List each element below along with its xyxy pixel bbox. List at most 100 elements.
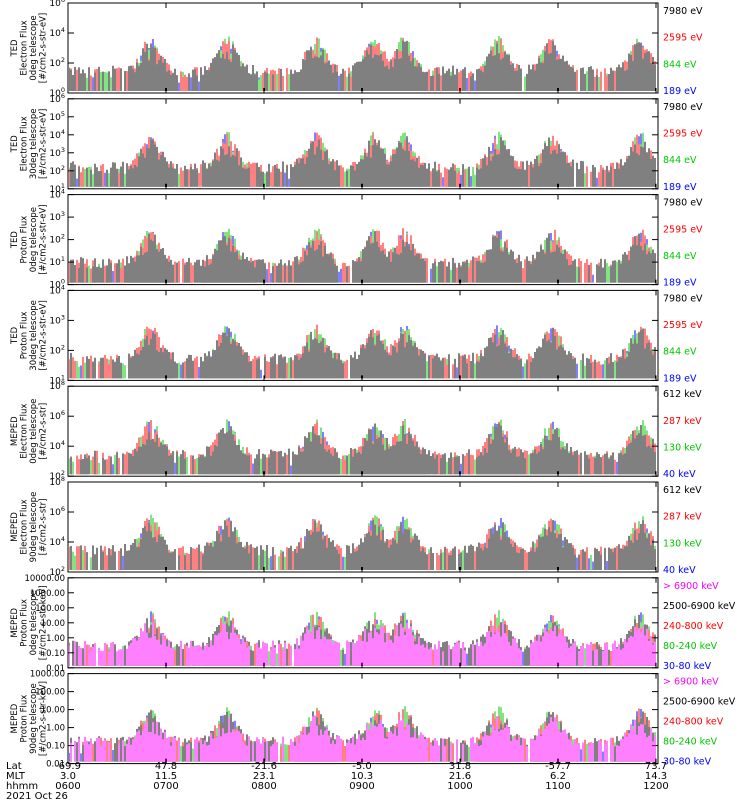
y-axis-title-line: [#/cm2-s-str-eV] xyxy=(38,13,48,83)
legend-entry: 844 eV xyxy=(663,347,697,358)
legend-entry: 7980 eV xyxy=(663,293,703,304)
mlt-tick-label: 21.6 xyxy=(449,771,471,782)
legend-entry: 240-800 keV xyxy=(663,717,724,728)
y-tick-label: 104 xyxy=(49,283,65,296)
mlt-tick-label: 3.0 xyxy=(60,771,76,782)
y-tick-label: 104 xyxy=(49,439,65,452)
y-axis-title: TED Proton Flux 30deg telescope [#/cm2-s-st… xyxy=(10,300,49,371)
lat-tick-label: 31.8 xyxy=(449,761,471,772)
mlt-tick-label: 6.2 xyxy=(550,771,566,782)
panel-traces xyxy=(69,228,656,283)
lat-row-label: Lat xyxy=(6,761,22,772)
panel-7: 0.010.101.0010.00100.001000.0010000.00ME… xyxy=(10,574,736,674)
lat-tick-label: -5.0 xyxy=(352,761,372,772)
y-tick-label: 100.00 xyxy=(35,688,65,698)
y-tick-label: 0.01 xyxy=(46,664,65,674)
y-axis-title-line: TED xyxy=(10,135,20,154)
legend-entry: 2500-6900 keV xyxy=(663,697,736,708)
y-tick-label: 102 xyxy=(49,56,65,69)
y-tick-label: 106 xyxy=(49,505,65,518)
series-trace-4 xyxy=(70,231,656,283)
panel-frame xyxy=(67,2,659,94)
hhmm-tick-label: 1100 xyxy=(545,781,570,792)
y-axis-title-line: 0deg telescope xyxy=(29,399,39,464)
y-tick-label: 103 xyxy=(49,146,65,159)
legend-entry: 30-80 keV xyxy=(663,757,712,768)
hhmm-tick-label: 1000 xyxy=(447,781,472,792)
legend-entry: 189 eV xyxy=(663,373,697,384)
lat-tick-label: -69.9 xyxy=(55,761,81,772)
y-tick-label: 105 xyxy=(49,110,65,123)
legend-entry: 189 eV xyxy=(663,278,697,289)
hhmm-tick-label: 0700 xyxy=(153,781,178,792)
series-trace-4 xyxy=(69,40,656,91)
y-tick-label: 100 xyxy=(49,86,65,99)
panel-frame xyxy=(67,385,659,477)
y-tick-label: 0.10 xyxy=(46,742,65,752)
series-trace-4 xyxy=(70,520,656,570)
y-axis-title-line: Electron Flux xyxy=(19,116,29,171)
y-axis-title-line: 30deg telescope xyxy=(29,108,39,179)
y-axis-title-line: TED xyxy=(10,326,20,345)
mlt-tick-label: 11.5 xyxy=(155,771,177,782)
legend-entry: 40 keV xyxy=(663,469,696,480)
y-axis-title-line: [#/cm2-s-str-eV] xyxy=(38,300,48,370)
y-axis-title-line: 0deg telescope xyxy=(29,15,39,80)
y-tick-label: 101 xyxy=(49,373,65,386)
panel-traces xyxy=(69,324,656,379)
panel-frame xyxy=(67,481,659,573)
y-axis-title-line: TED xyxy=(10,39,20,58)
legend-entry: 844 eV xyxy=(663,251,697,262)
y-tick-label: 104 xyxy=(49,535,65,548)
y-tick-label: 101 xyxy=(49,182,65,195)
legend-entry: 7980 eV xyxy=(663,198,703,209)
y-tick-label: 102 xyxy=(49,233,65,246)
lat-tick-label: 73.7 xyxy=(645,761,667,772)
panel-traces xyxy=(69,419,656,475)
y-tick-label: 102 xyxy=(49,469,65,482)
lat-tick-label: -57.7 xyxy=(545,761,571,772)
date-label: 2021 Oct 26 xyxy=(6,791,68,800)
y-axis-title-line: [#/cm2-s-str] xyxy=(38,499,48,556)
y-tick-label: 1000.00 xyxy=(30,670,65,680)
y-tick-label: 10000.00 xyxy=(24,574,65,584)
legend-entry: 7980 eV xyxy=(663,102,703,113)
y-axis-title-line: TED xyxy=(10,231,20,250)
y-axis-title-line: Proton Flux xyxy=(19,216,29,264)
y-axis-title: MEPED Proton Flux 0deg telescope [#/cm2-s-s… xyxy=(10,585,49,660)
panel-traces xyxy=(69,706,656,762)
panel-frame xyxy=(67,289,659,381)
panel-traces xyxy=(69,514,656,570)
y-tick-label: 1.00 xyxy=(46,634,65,644)
y-tick-label: 1.00 xyxy=(46,724,65,734)
panel-frame xyxy=(67,98,659,190)
legend-entry: 2595 eV xyxy=(663,320,703,331)
legend-entry: 189 eV xyxy=(663,86,697,97)
legend-entry: 2595 eV xyxy=(663,128,703,139)
panel-traces xyxy=(69,610,656,666)
y-tick-label: 102 xyxy=(49,565,65,578)
legend-entry: 130 keV xyxy=(663,443,702,454)
legend-entry: 2500-6900 keV xyxy=(663,601,736,612)
series-trace-5 xyxy=(69,622,656,666)
y-tick-label: 104 xyxy=(49,188,65,201)
y-axis-title: MEPED Electron Flux 0deg telescope [#/cm2-s… xyxy=(10,399,49,464)
y-axis-title-line: 0deg telescope xyxy=(29,207,39,272)
panel-traces xyxy=(69,131,656,187)
y-tick-label: 100.00 xyxy=(35,604,65,614)
series-trace-4 xyxy=(70,423,656,475)
y-axis-title-line: MEPED xyxy=(10,512,20,542)
mlt-tick-label: 10.3 xyxy=(351,771,373,782)
hhmm-tick-label: 1200 xyxy=(643,781,668,792)
hhmm-tick-label: 0900 xyxy=(349,781,374,792)
legend-entry: 612 keV xyxy=(663,485,702,496)
y-axis-title-line: [#/cm2-s-str-eV] xyxy=(38,109,48,179)
y-axis-title: TED Electron Flux 30deg telescope [#/cm2-s-… xyxy=(10,108,49,179)
y-tick-label: 103 xyxy=(49,313,65,326)
y-axis-title-line: Electron Flux xyxy=(19,404,29,459)
legend-entry: 287 keV xyxy=(663,416,702,427)
